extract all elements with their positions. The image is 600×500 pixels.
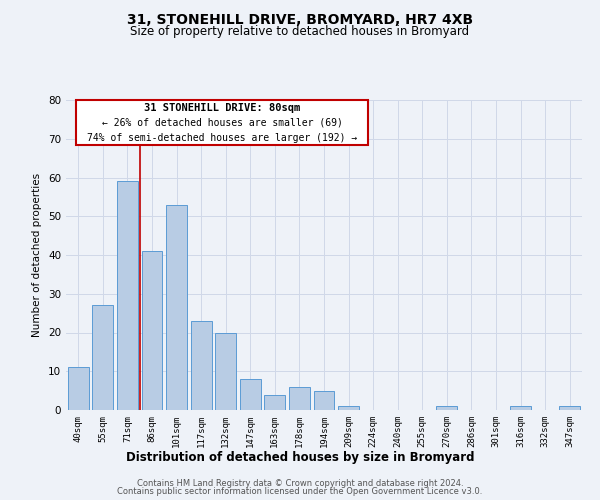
Bar — [314, 390, 334, 410]
Text: Contains HM Land Registry data © Crown copyright and database right 2024.: Contains HM Land Registry data © Crown c… — [137, 478, 463, 488]
Text: 31 STONEHILL DRIVE: 80sqm: 31 STONEHILL DRIVE: 80sqm — [144, 103, 300, 113]
Bar — [142, 251, 163, 410]
Bar — [117, 182, 138, 410]
Bar — [166, 204, 187, 410]
Bar — [289, 387, 310, 410]
Text: ← 26% of detached houses are smaller (69): ← 26% of detached houses are smaller (69… — [101, 118, 343, 128]
Bar — [559, 406, 580, 410]
Bar — [240, 379, 261, 410]
Bar — [338, 406, 359, 410]
Text: 74% of semi-detached houses are larger (192) →: 74% of semi-detached houses are larger (… — [87, 132, 357, 142]
Bar — [436, 406, 457, 410]
Text: Size of property relative to detached houses in Bromyard: Size of property relative to detached ho… — [130, 24, 470, 38]
Text: Distribution of detached houses by size in Bromyard: Distribution of detached houses by size … — [126, 451, 474, 464]
Bar — [92, 306, 113, 410]
Text: Contains public sector information licensed under the Open Government Licence v3: Contains public sector information licen… — [118, 487, 482, 496]
Y-axis label: Number of detached properties: Number of detached properties — [32, 173, 43, 337]
Bar — [215, 332, 236, 410]
Bar — [265, 394, 286, 410]
Text: 31, STONEHILL DRIVE, BROMYARD, HR7 4XB: 31, STONEHILL DRIVE, BROMYARD, HR7 4XB — [127, 12, 473, 26]
Bar — [191, 321, 212, 410]
FancyBboxPatch shape — [76, 100, 368, 145]
Bar — [68, 368, 89, 410]
Bar — [510, 406, 531, 410]
